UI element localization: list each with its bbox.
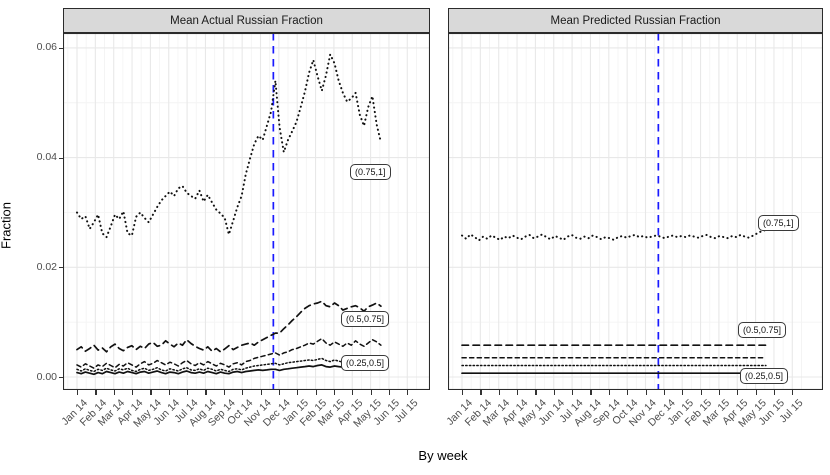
x-tick-mark xyxy=(700,390,702,395)
x-tick-mark xyxy=(315,390,317,395)
x-tick-mark xyxy=(297,390,299,395)
x-tick-mark xyxy=(205,390,207,395)
x-tick-mark xyxy=(498,390,500,395)
y-axis-title: Fraction xyxy=(0,202,14,249)
y-tick-mark xyxy=(59,267,63,269)
series-direct-label: (0.75,1] xyxy=(758,215,799,231)
series-direct-label: (0.25,0.5] xyxy=(740,368,789,384)
y-tick-label: 0.00 xyxy=(36,370,57,383)
y-tick-mark xyxy=(59,157,63,159)
x-tick-mark xyxy=(590,390,592,395)
x-tick-mark xyxy=(223,390,225,395)
x-tick-mark xyxy=(792,390,794,395)
x-tick-mark xyxy=(737,390,739,395)
panel-plot xyxy=(63,33,430,390)
x-axis-title: By week xyxy=(418,448,468,463)
x-tick-mark xyxy=(95,390,97,395)
y-tick-label: 0.02 xyxy=(36,260,57,273)
series-line-(0.75,1] xyxy=(461,229,767,242)
x-tick-mark xyxy=(480,390,482,395)
x-tick-mark xyxy=(333,390,336,395)
x-tick-mark xyxy=(260,390,262,395)
x-tick-mark xyxy=(132,390,134,395)
series-line-(0.25,0.5] xyxy=(76,364,382,376)
series-line-dash xyxy=(76,337,382,369)
y-tick-label: 0.06 xyxy=(36,41,57,54)
x-tick-mark xyxy=(773,390,776,395)
series-direct-label: (0.5,0.75] xyxy=(738,322,787,338)
series-line-dense-dot xyxy=(76,357,382,373)
facet-strip: Mean Predicted Russian Fraction xyxy=(448,8,823,33)
x-tick-mark xyxy=(370,390,372,395)
x-tick-mark xyxy=(187,390,189,395)
series-direct-label: (0.25,0.5] xyxy=(341,355,390,371)
x-tick-mark xyxy=(462,390,464,395)
x-tick-mark xyxy=(718,390,721,395)
facet-strip-title: Mean Actual Russian Fraction xyxy=(170,14,323,27)
x-tick-mark xyxy=(682,390,684,395)
facet-strip: Mean Actual Russian Fraction xyxy=(63,8,430,33)
panel-border xyxy=(63,33,430,390)
x-tick-mark xyxy=(627,390,629,395)
y-tick-mark xyxy=(59,47,63,50)
x-tick-mark xyxy=(535,390,537,395)
x-tick-mark xyxy=(407,390,409,395)
x-tick-mark xyxy=(242,390,244,395)
x-tick-mark xyxy=(663,390,666,395)
x-tick-mark xyxy=(645,390,647,395)
panel-background xyxy=(63,33,430,390)
x-tick-mark xyxy=(150,390,152,395)
x-tick-mark xyxy=(168,390,170,395)
x-tick-mark xyxy=(755,390,757,395)
x-tick-mark xyxy=(572,390,574,395)
x-tick-mark xyxy=(352,390,354,395)
x-tick-mark xyxy=(388,390,391,395)
x-tick-mark xyxy=(517,390,519,395)
panel-border xyxy=(448,33,823,390)
x-tick-mark xyxy=(278,390,281,395)
x-tick-mark xyxy=(113,390,115,395)
series-direct-label: (0.5,0.75] xyxy=(341,311,390,327)
x-tick-mark xyxy=(553,390,555,395)
series-line-(0.5,0.75] xyxy=(76,300,382,353)
series-line-(0.75,1] xyxy=(76,53,382,239)
y-tick-label: 0.04 xyxy=(36,151,57,164)
x-tick-mark xyxy=(77,390,79,395)
series-direct-label: (0.75,1] xyxy=(350,164,391,180)
x-tick-mark xyxy=(608,390,610,395)
facet-strip-title: Mean Predicted Russian Fraction xyxy=(550,14,721,27)
y-tick-mark xyxy=(59,377,63,379)
